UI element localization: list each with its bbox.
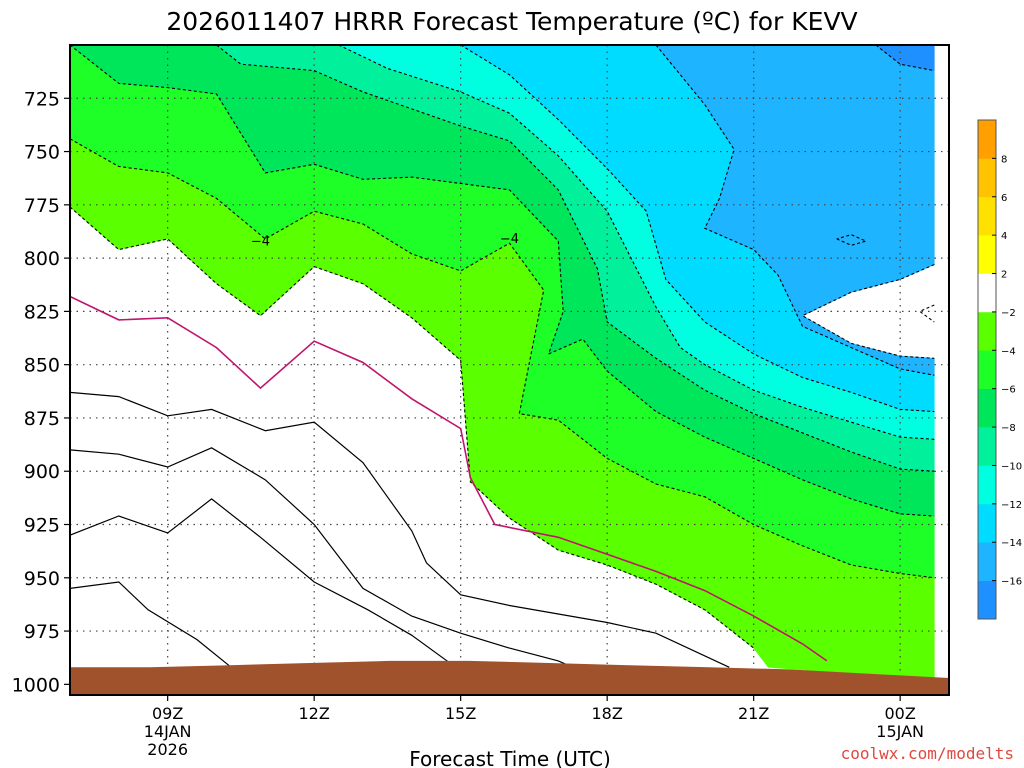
dashed-contour [70, 206, 755, 649]
colorbar-tick-label: 2 [1001, 270, 1007, 281]
solid-contour [70, 581, 232, 668]
x-axis-label: Forecast Time (UTC) [409, 747, 611, 768]
contour-label: −4 [500, 232, 519, 247]
y-axis: 725 750 775 800 825 850 875 900 925 950 975 1000 [12, 88, 70, 696]
y-tick-label: 850 [24, 355, 60, 377]
contour-label: −4 [251, 234, 270, 249]
dashed-contour [801, 263, 935, 359]
y-tick-label: 825 [24, 301, 60, 323]
colorbar-tick-label: −4 [1001, 346, 1016, 357]
contour-lines [70, 45, 935, 668]
x-tick-label: 15Z [445, 704, 476, 723]
ground-fill [70, 660, 949, 695]
credit-text[interactable]: coolwx.com/modelts [841, 744, 1014, 763]
colorbar-swatch [978, 235, 996, 274]
colorbar-swatch [978, 542, 996, 581]
colorbar-tick-label: 6 [1001, 193, 1007, 204]
colorbar-tick-label: −12 [1001, 500, 1022, 511]
grid-lines [70, 45, 949, 695]
colorbar-swatch [978, 503, 996, 543]
plot-frame [69, 44, 950, 696]
contour-labels: −4 −4 [251, 232, 519, 249]
dashed-contour [70, 45, 935, 517]
x-tick-label: 09Z [152, 704, 183, 723]
y-tick-label: 725 [24, 88, 60, 110]
solid-contour [70, 391, 730, 668]
colorbar-swatch [978, 273, 996, 313]
freezing-line [70, 295, 828, 662]
dashed-contour [836, 234, 868, 246]
y-tick-label: 950 [24, 568, 60, 590]
y-tick-label: 1000 [12, 674, 60, 696]
x-tick-label: 12Z [299, 704, 330, 723]
colorbar-swatch [978, 350, 996, 389]
solid-contour [70, 447, 574, 668]
x-tick-label: 18Z [592, 704, 623, 723]
plot-area: −4 −4 [70, 45, 949, 695]
dashed-contour [460, 45, 935, 413]
colorbar: 8 6 4 2 −2 −4 −6 −8 −10 −12 −14 −16 [977, 119, 1022, 620]
colorbar-swatch [978, 388, 996, 428]
colorbar-tick-label: 8 [1001, 154, 1007, 165]
ground-layer [70, 660, 949, 695]
dashed-contour [216, 45, 935, 472]
colorbar-swatch [978, 580, 996, 620]
dashed-contour [655, 45, 935, 376]
dashed-contour [338, 45, 935, 440]
colorbar-swatch [978, 427, 996, 466]
y-tick-label: 800 [24, 248, 60, 270]
x-tick-date: 14JAN [144, 722, 192, 741]
colorbar-swatch [978, 120, 996, 159]
colorbar-swatch [978, 196, 996, 236]
y-tick-label: 900 [24, 461, 60, 483]
colorbar-swatch [978, 158, 996, 198]
solid-contour [70, 498, 457, 668]
colorbar-tick-label: −10 [1001, 461, 1022, 472]
colorbar-tick-label: −16 [1001, 577, 1022, 588]
y-tick-label: 875 [24, 408, 60, 430]
x-tick-label: 21Z [738, 704, 769, 723]
colorbar-tick-label: 4 [1001, 231, 1007, 242]
colorbar-tick-label: −14 [1001, 538, 1022, 549]
temperature-bands [70, 45, 935, 681]
y-tick-label: 750 [24, 142, 60, 164]
band-t_lt_m16 [875, 45, 935, 71]
x-tick-year: 2026 [147, 740, 188, 759]
y-tick-label: 775 [24, 195, 60, 217]
colorbar-swatch [978, 311, 996, 351]
colorbar-tick-label: −6 [1001, 385, 1016, 396]
x-tick-label: 00Z [885, 704, 916, 723]
dashed-contour [70, 138, 935, 579]
dashed-contour [918, 304, 935, 323]
y-tick-label: 975 [24, 621, 60, 643]
colorbar-swatch [978, 465, 996, 505]
x-tick-date: 15JAN [876, 722, 924, 741]
colorbar-frame [977, 119, 997, 620]
y-tick-label: 925 [24, 515, 60, 537]
chart-title: 2026011407 HRRR Forecast Temperature (ºC… [166, 7, 857, 36]
colorbar-tick-label: −8 [1001, 423, 1016, 434]
colorbar-tick-label: −2 [1001, 308, 1016, 319]
